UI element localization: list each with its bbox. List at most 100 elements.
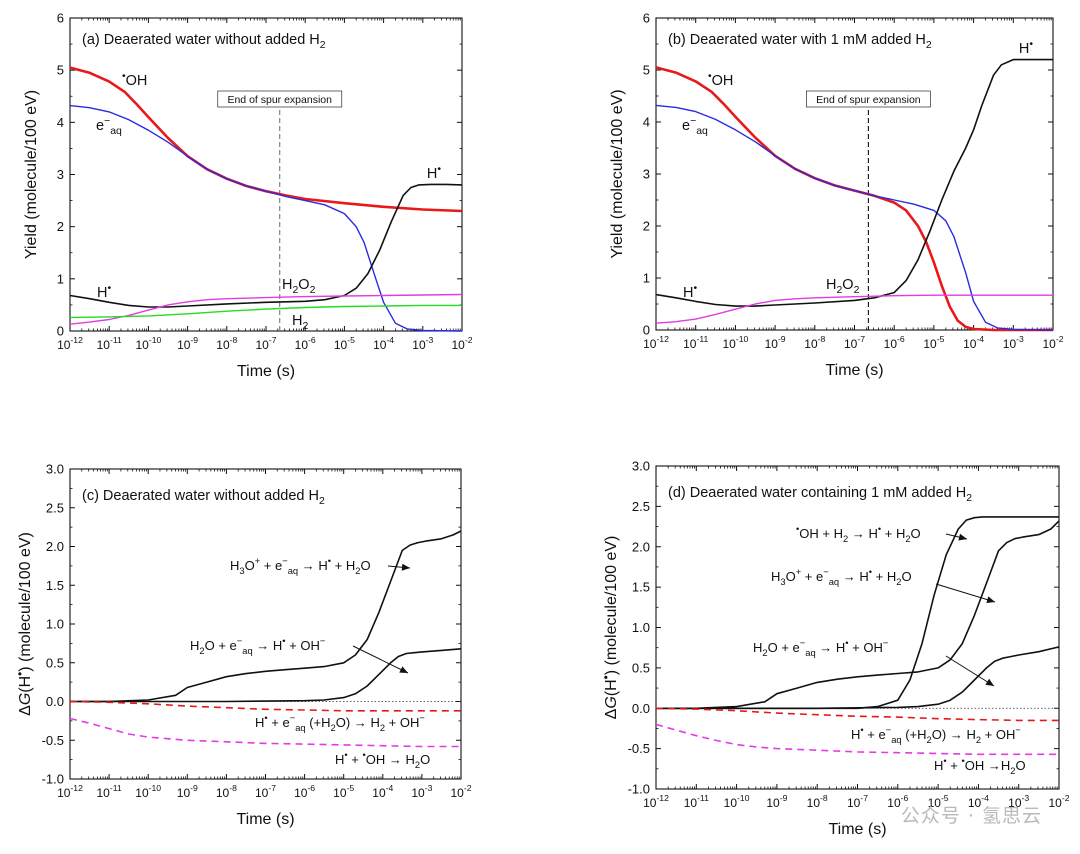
- y-tick-label: 4: [643, 115, 650, 130]
- reaction-label-3: H• + e−aq (+H2O) → H2 + OH−: [851, 725, 1021, 745]
- x-tick-label: 10-9: [766, 793, 787, 810]
- series-4-line: [655, 723, 1059, 756]
- x-tick-label: 10-6: [887, 793, 908, 810]
- x-tick-label: 10-6: [295, 335, 316, 352]
- label-h2o2: H2O2: [282, 277, 316, 296]
- plot-frame: [655, 17, 1054, 331]
- reaction-arrowhead-2: [985, 678, 994, 686]
- y-tick-label: -0.5: [628, 741, 650, 756]
- series-0-line: [70, 530, 462, 703]
- series-2-line: [69, 183, 463, 308]
- y-tick-label: -1.0: [628, 782, 650, 797]
- y-tick-label: 0: [643, 323, 650, 338]
- x-tick-label: 10-7: [255, 783, 276, 800]
- x-tick-label: 10-2: [451, 335, 472, 352]
- y-tick-label: 1: [57, 271, 64, 286]
- x-tick-label: 10-4: [372, 783, 393, 800]
- reaction-pointer-2: [945, 655, 995, 687]
- y-tick-label: 3: [57, 167, 64, 182]
- x-axis-title: Time (s): [236, 811, 294, 828]
- y-tick-label: 1.0: [46, 617, 64, 632]
- label-h2: H2: [292, 313, 308, 332]
- x-tick-label: 10-11: [683, 334, 708, 351]
- y-tick-label: 3.0: [632, 459, 650, 474]
- x-tick-label: 10-12: [57, 335, 83, 352]
- panel-title: (a) Deaerated water without added H2: [82, 32, 326, 51]
- reaction-arrowhead-1: [399, 666, 408, 673]
- x-tick-label: 10-11: [684, 793, 709, 810]
- y-tick-label: 0.5: [632, 660, 650, 675]
- x-tick-label: 10-5: [923, 334, 944, 351]
- label-h: H•: [97, 283, 111, 301]
- label-h: H•: [1019, 39, 1033, 57]
- x-tick-label: 10-8: [807, 793, 828, 810]
- x-tick-label: 10-6: [884, 334, 905, 351]
- y-tick-label: 5: [57, 63, 64, 78]
- reaction-label-4: H• + •OH →H2O: [934, 756, 1026, 776]
- spur-annotation-text: End of spur expansion: [816, 94, 921, 106]
- x-tick-label: 10-7: [844, 334, 865, 351]
- x-tick-label: 10-12: [57, 783, 83, 800]
- x-tick-label: 10-2: [1042, 334, 1063, 351]
- y-tick-label: 6: [57, 11, 64, 26]
- y-tick-label: 1.0: [632, 620, 650, 635]
- x-tick-label: 10-12: [643, 793, 669, 810]
- series-2-line: [656, 646, 1060, 710]
- x-tick-label: 10-3: [1008, 793, 1029, 810]
- x-tick-label: 10-5: [928, 793, 949, 810]
- series-1-line: [656, 520, 1060, 710]
- x-tick-label: 10-12: [643, 334, 669, 351]
- reaction-arrowhead-1: [986, 596, 995, 604]
- y-tick-label: 0.0: [632, 701, 650, 716]
- x-axis-title: Time (s): [828, 821, 886, 838]
- watermark: 公众号 · 氢思云: [900, 805, 1042, 827]
- series-2-line: [655, 58, 1053, 307]
- series-1-line: [655, 104, 1054, 331]
- label-eaq: e−aq: [682, 116, 708, 137]
- x-tick-label: 10-7: [255, 335, 276, 352]
- y-tick-label: 2.5: [632, 499, 650, 514]
- label-oh: •OH: [708, 71, 733, 89]
- label-eaq: e−aq: [96, 116, 122, 137]
- y-axis-title: Yield (molecule/100 eV): [23, 90, 40, 259]
- y-tick-label: 3.0: [46, 462, 64, 477]
- spur-annotation-box: [805, 90, 931, 108]
- series-3-line: [655, 294, 1053, 324]
- panel-title: (d) Deaerated water containing 1 mM adde…: [668, 485, 972, 504]
- y-axis-title: Yield (molecule/100 eV): [609, 89, 626, 258]
- reaction-label-2: H2O + e−aq → H• + OH−: [753, 638, 888, 658]
- reaction-arrowhead-0: [401, 563, 410, 571]
- x-tick-label: 10-8: [216, 783, 237, 800]
- x-tick-label: 10-3: [412, 335, 433, 352]
- x-tick-label: 10-10: [135, 783, 161, 800]
- series-3-line: [69, 293, 463, 325]
- label-h2o2: H2O2: [826, 277, 860, 296]
- plot-frame: [69, 17, 463, 332]
- y-tick-label: 1.5: [632, 580, 650, 595]
- y-tick-label: -1.0: [42, 772, 64, 787]
- y-tick-label: 2.0: [46, 539, 64, 554]
- reaction-label-0: H3O+ + e−aq → H• + H2O: [230, 556, 371, 576]
- x-axis-title: Time (s): [825, 362, 883, 379]
- y-tick-label: 2: [643, 219, 650, 234]
- y-axis-title-group: ΔG(H•) (molecule/100 eV): [601, 536, 620, 720]
- y-tick-label: 1: [643, 271, 650, 286]
- y-axis-title: ΔG(H•) (molecule/100 eV): [601, 536, 620, 720]
- y-axis-title: ΔG(H•) (molecule/100 eV): [15, 532, 34, 716]
- y-tick-label: 3: [643, 167, 650, 182]
- series-2-line: [69, 700, 461, 712]
- label-h: H•: [427, 164, 441, 182]
- reaction-label-1: H2O + e−aq → H• + OH−: [190, 636, 325, 656]
- panel-a: 10-12 10-11 10-10 10-9 10-8 10-7 10-6 10-5 10-4 1…: [23, 11, 473, 381]
- x-tick-label: 10-3: [411, 783, 432, 800]
- x-tick-label: 10-10: [722, 334, 748, 351]
- x-tick-label: 10-10: [135, 335, 161, 352]
- x-tick-label: 10-9: [177, 335, 198, 352]
- x-tick-label: 10-11: [97, 783, 122, 800]
- x-tick-label: 10-4: [963, 334, 984, 351]
- y-axis-title-group: ΔG(H•) (molecule/100 eV): [15, 532, 34, 716]
- x-tick-label: 10-6: [294, 783, 315, 800]
- y-tick-label: 1.5: [46, 578, 64, 593]
- reaction-pointer-1: [935, 583, 996, 603]
